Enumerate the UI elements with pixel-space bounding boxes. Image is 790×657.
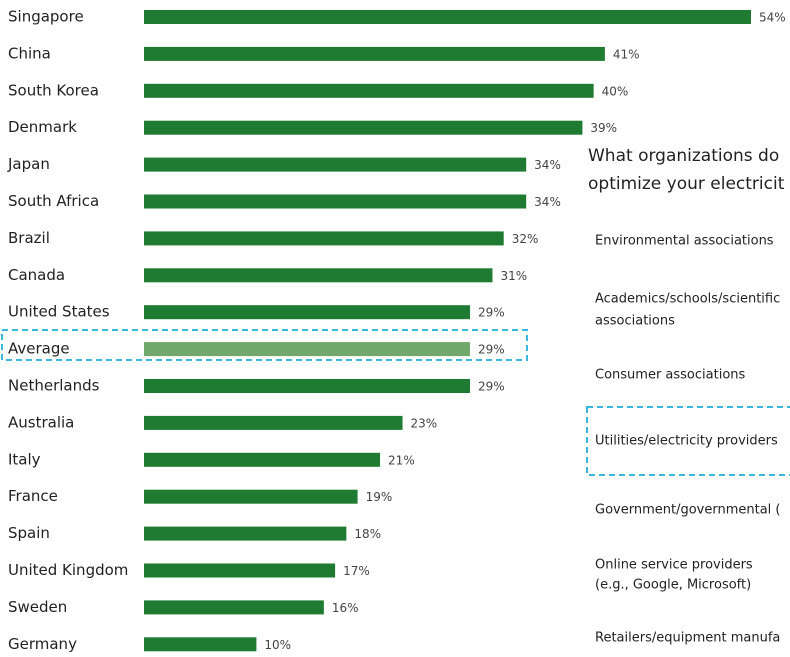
highlight-box [586,406,790,476]
bar [144,637,257,652]
bar [144,415,403,430]
panel-item: Environmental associations [595,234,774,249]
bar [144,600,324,615]
panel-item: associations [595,314,675,329]
value-label: 23% [411,416,438,430]
value-label: 10% [264,638,291,652]
panel-item: Online service providers [595,558,753,573]
value-label: 41% [613,47,640,61]
category-label: Sweden [8,598,67,616]
category-label: Italy [8,450,41,468]
category-label: South Korea [8,81,99,99]
panel-item: Academics/schools/scientific [595,292,780,307]
bar [144,563,336,578]
value-label: 19% [366,490,393,504]
value-label: 34% [534,195,561,209]
category-label: China [8,44,51,62]
value-label: 31% [500,269,527,283]
value-label: 29% [478,380,505,394]
category-label: Brazil [8,229,50,247]
bar [144,526,347,541]
bar [144,305,470,320]
value-label: 18% [354,527,381,541]
value-label: 39% [590,121,617,135]
bar [144,157,527,172]
panel-item: Utilities/electricity providers [595,434,778,449]
value-label: 34% [534,158,561,172]
value-label: 29% [478,306,505,320]
bar [144,268,493,283]
category-label: United Kingdom [8,561,128,579]
value-label: 40% [602,84,629,98]
value-label: 54% [759,11,786,25]
panel-item: Retailers/equipment manufa [595,631,780,646]
category-label: South Africa [8,192,99,210]
category-label: United States [8,303,110,321]
bar [144,452,381,467]
panel-item: (e.g., Google, Microsoft) [595,578,751,593]
value-label: 21% [388,453,415,467]
value-label: 17% [343,564,370,578]
bar [144,46,605,61]
bar [144,231,504,246]
panel-item: Consumer associations [595,368,746,383]
category-label: Germany [8,635,77,653]
bar [144,120,583,135]
value-label: 32% [512,232,539,246]
panel-title: What organizations do [588,146,779,166]
category-label: Australia [8,413,74,431]
category-label: Japan [7,155,50,173]
category-label: Average [8,340,70,358]
category-label: Denmark [8,118,77,136]
bar [144,489,358,504]
highlight-box [1,329,528,361]
bar [144,194,527,209]
category-label: Singapore [8,8,84,26]
panel-title: optimize your electricit [588,174,785,194]
category-label: Spain [8,524,50,542]
bar [144,379,470,393]
value-label: 16% [332,601,359,615]
category-label: Canada [8,266,65,284]
value-label: 29% [478,343,505,357]
panel-item: Government/governmental ( [595,503,781,518]
bar [144,342,470,357]
bar [144,83,594,98]
category-label: Netherlands [8,377,100,395]
bar [144,10,751,24]
category-label: France [8,487,58,505]
